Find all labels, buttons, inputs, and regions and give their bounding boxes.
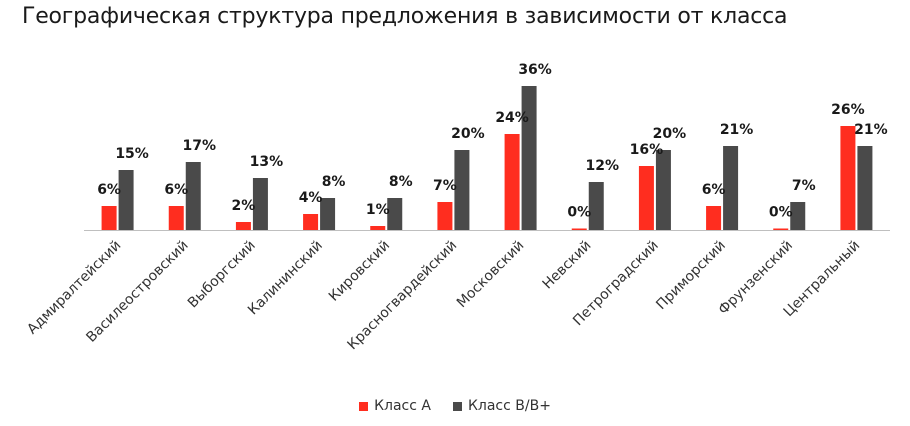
bar-class-b <box>588 182 604 230</box>
bar-class-a <box>168 206 184 230</box>
x-tick-label: Кировский <box>326 238 393 305</box>
bar-class-b <box>118 170 134 230</box>
data-label-class-b: 7% <box>792 178 816 194</box>
legend-swatch-class-a <box>359 401 369 411</box>
x-tick-label: Московский <box>454 238 528 312</box>
legend-label-class-b: Класс В/В+ <box>467 398 551 414</box>
bar-class-a <box>706 206 722 230</box>
data-label-class-a: 0% <box>567 205 591 221</box>
data-label-class-a: 2% <box>232 198 256 214</box>
data-label-class-a: 7% <box>433 178 457 194</box>
bar-class-b <box>454 150 470 230</box>
data-label-class-b: 15% <box>115 146 149 162</box>
bar-class-b <box>521 86 537 230</box>
data-label-class-b: 17% <box>182 138 216 154</box>
bar-class-b <box>790 202 806 230</box>
bar-class-a <box>303 214 319 230</box>
data-label-class-b: 13% <box>250 154 284 170</box>
x-tick-label: Приморский <box>653 238 729 314</box>
bar-class-b <box>252 178 268 230</box>
bar-class-b <box>723 146 739 230</box>
bar-class-b <box>320 198 336 230</box>
bar-class-b <box>857 146 873 230</box>
legend-label-class-a: Класс А <box>374 398 431 414</box>
legend-item-class-a: Класс А <box>359 398 431 414</box>
data-label-class-a: 4% <box>299 190 323 206</box>
bar-class-b <box>655 150 671 230</box>
data-label-class-b: 12% <box>585 158 619 174</box>
bar-class-a <box>101 206 117 230</box>
data-label-class-a: 6% <box>702 182 726 198</box>
data-label-class-a: 1% <box>366 202 390 218</box>
bar-class-a <box>571 228 587 230</box>
chart-title: Географическая структура предложения в з… <box>22 4 788 29</box>
chart-legend: Класс А Класс В/В+ <box>0 398 910 414</box>
legend-swatch-class-b <box>452 401 462 411</box>
data-label-class-a: 26% <box>831 102 865 118</box>
bar-class-a <box>638 166 654 230</box>
bar-chart: 6%15%6%17%2%13%4%8%1%8% 7%20%24%36%0%12%1… <box>24 62 890 354</box>
bar-class-b <box>387 198 403 230</box>
data-label-class-b: 8% <box>389 174 413 190</box>
data-label-class-a: 6% <box>97 182 121 198</box>
bar-class-a <box>504 134 520 230</box>
data-label-class-b: 36% <box>518 62 552 78</box>
data-label-class-a: 0% <box>769 205 793 221</box>
data-label-class-b: 21% <box>854 122 888 138</box>
bar-class-b <box>185 162 201 230</box>
data-label-class-a: 24% <box>495 110 529 126</box>
data-label-class-a: 6% <box>164 182 188 198</box>
data-label-class-b: 21% <box>720 122 754 138</box>
bar-class-a <box>437 202 453 230</box>
data-label-class-b: 20% <box>653 126 687 142</box>
x-tick-label: Красногвардейский <box>345 238 461 354</box>
legend-item-class-b: Класс В/В+ <box>452 398 551 414</box>
bar-class-a <box>370 226 386 230</box>
x-tick-label: Выборгский <box>185 238 259 312</box>
bar-class-a <box>840 126 856 230</box>
bar-class-a <box>773 228 789 230</box>
x-tick-label: Невский <box>540 238 595 293</box>
bar-class-a <box>235 222 251 230</box>
data-label-class-b: 20% <box>451 126 485 142</box>
data-label-class-b: 8% <box>322 174 346 190</box>
data-label-class-a: 16% <box>630 142 664 158</box>
